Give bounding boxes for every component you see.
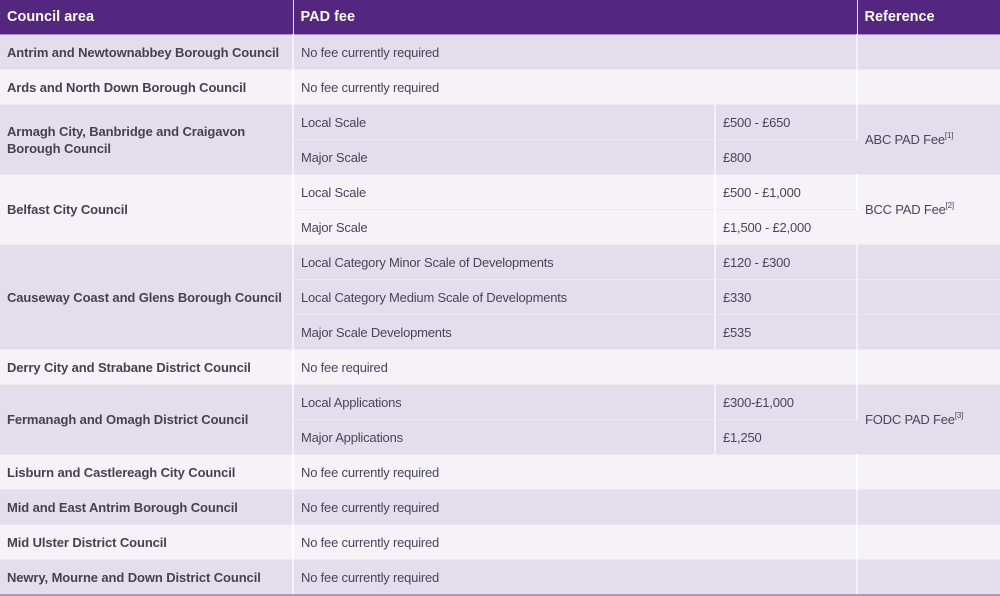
footnote-marker[interactable]: [3] (954, 411, 964, 420)
reference-cell (857, 244, 1000, 280)
council-name: Armagh City, Banbridge and Craigavon Bor… (0, 104, 294, 175)
fee-amount: £500 - £650 (715, 104, 858, 140)
council-name: Newry, Mourne and Down District Council (0, 559, 294, 596)
council-name-text: Mid and East Antrim Borough Council (7, 499, 238, 515)
reference-cell (857, 69, 1000, 105)
fee-text: No fee currently required (293, 489, 858, 525)
council-name-text: Ards and North Down Borough Council (7, 79, 247, 95)
fee-text: No fee currently required (293, 454, 858, 490)
table-row: Major Scale £800 (0, 139, 1000, 175)
table-header-row: Council area PAD fee Reference (0, 0, 1000, 35)
table-row: Mid Ulster District Council No fee curre… (0, 524, 1000, 560)
reference-cell (857, 34, 1000, 70)
footnote-marker[interactable]: [1] (944, 131, 954, 140)
fee-amount: £500 - £1,000 (715, 174, 858, 210)
reference-cell (857, 314, 1000, 350)
fee-amount: £1,500 - £2,000 (715, 209, 857, 245)
council-name-text: Mid Ulster District Council (7, 534, 167, 550)
header-reference: Reference (857, 0, 1000, 35)
fee-text: No fee required (293, 349, 858, 385)
council-name-text: Fermanagh and Omagh District Council (7, 412, 249, 427)
council-name-text: Lisburn and Castlereagh City Council (7, 464, 236, 480)
council-name: Antrim and Newtownabbey Borough Council (0, 34, 294, 70)
reference-cell (857, 524, 1000, 560)
table-row: Fermanagh and Omagh District Council Loc… (0, 384, 1000, 455)
reference-cell (857, 559, 1000, 596)
footnote-marker[interactable]: [2] (945, 201, 955, 210)
table-row: Local Category Medium Scale of Developme… (0, 279, 1000, 315)
fee-label: Local Scale (293, 174, 716, 210)
fee-amount: £800 (715, 139, 857, 175)
reference-cell (857, 454, 1000, 490)
council-name: Belfast City Council (0, 174, 294, 245)
council-name: Derry City and Strabane District Council (0, 349, 294, 385)
header-pad-fee: PAD fee (293, 0, 858, 35)
council-name: Lisburn and Castlereagh City Council (0, 454, 294, 490)
council-name: Fermanagh and Omagh District Council (0, 384, 294, 455)
council-name: Causeway Coast and Glens Borough Council (0, 244, 294, 350)
council-name: Ards and North Down Borough Council (0, 69, 294, 105)
table-row: Newry, Mourne and Down District Council … (0, 559, 1000, 596)
table-row: Armagh City, Banbridge and Craigavon Bor… (0, 104, 1000, 175)
fee-label: Major Applications (293, 419, 716, 455)
reference-link[interactable]: FODC PAD Fee (865, 412, 955, 427)
fee-label: Major Scale Developments (293, 314, 716, 350)
fee-label: Local Category Minor Scale of Developmen… (293, 244, 716, 280)
fee-text: No fee currently required (293, 559, 858, 596)
reference-cell: FODC PAD Fee[3] (857, 384, 1000, 455)
table-row: Derry City and Strabane District Council… (0, 349, 1000, 385)
table-row: Antrim and Newtownabbey Borough Council … (0, 34, 1000, 70)
fee-amount: £120 - £300 (715, 244, 858, 280)
fee-label: Major Scale (293, 139, 716, 175)
fee-text: No fee currently required (293, 524, 858, 560)
fee-label: Local Category Medium Scale of Developme… (293, 279, 716, 315)
fee-text: No fee currently required (293, 34, 858, 70)
fee-amount: £300-£1,000 (715, 384, 858, 420)
table-row: Major Scale £1,500 - £2,000 (0, 209, 1000, 245)
fee-text: No fee currently required (293, 69, 858, 105)
council-name-text: Armagh City, Banbridge and Craigavon Bor… (7, 123, 246, 156)
council-name-text: Causeway Coast and Glens Borough Council (7, 289, 282, 305)
reference-cell (857, 349, 1000, 385)
council-name-text: Newry, Mourne and Down District Council (7, 569, 261, 585)
reference-cell: BCC PAD Fee[2] (857, 174, 1000, 245)
fee-amount: £1,250 (715, 419, 857, 455)
reference-link[interactable]: ABC PAD Fee (865, 132, 945, 147)
header-council-area: Council area (0, 0, 294, 35)
table-row: Causeway Coast and Glens Borough Council… (0, 244, 1000, 350)
reference-cell (857, 279, 1000, 315)
council-name: Mid Ulster District Council (0, 524, 294, 560)
fee-amount: £535 (715, 314, 858, 350)
table-row: Major Applications £1,250 (0, 419, 1000, 455)
table-row: Belfast City Council Local Scale £500 - … (0, 174, 1000, 245)
fee-amount: £330 (715, 279, 858, 315)
table-row: Lisburn and Castlereagh City Council No … (0, 454, 1000, 490)
fee-label: Local Applications (293, 384, 716, 420)
fee-label: Major Scale (293, 209, 716, 245)
table-row: Ards and North Down Borough Council No f… (0, 69, 1000, 105)
fee-label: Local Scale (293, 104, 716, 140)
council-name-text: Derry City and Strabane District Council (7, 359, 251, 375)
table-row: Mid and East Antrim Borough Council No f… (0, 489, 1000, 525)
council-name: Mid and East Antrim Borough Council (0, 489, 294, 525)
table-row: Major Scale Developments £535 (0, 314, 1000, 350)
reference-link[interactable]: BCC PAD Fee (865, 202, 946, 217)
council-name-text: Belfast City Council (7, 202, 128, 217)
reference-cell: ABC PAD Fee[1] (857, 104, 1000, 175)
council-name-text: Antrim and Newtownabbey Borough Council (7, 44, 279, 60)
reference-cell (857, 489, 1000, 525)
